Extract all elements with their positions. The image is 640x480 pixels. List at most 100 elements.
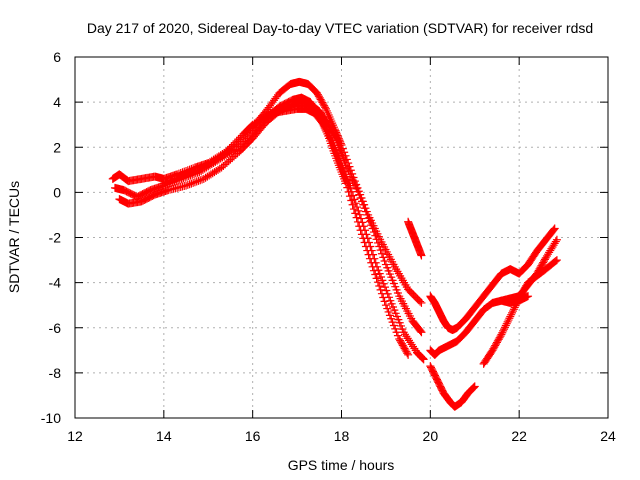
data-point: [377, 272, 386, 281]
data-point: [362, 207, 371, 216]
data-point: [355, 222, 364, 231]
y-tick-label: 2: [53, 139, 61, 155]
data-point: [417, 251, 426, 260]
series-track-8: [426, 362, 479, 411]
data-point: [507, 310, 516, 319]
data-point: [340, 148, 349, 157]
data-point: [326, 115, 335, 124]
y-axis-label: SDTVAR / TECUs: [6, 181, 22, 293]
data-point: [348, 169, 357, 178]
data-point: [402, 332, 411, 341]
data-point: [186, 169, 195, 178]
data-point: [382, 286, 391, 295]
data-point: [193, 166, 202, 175]
data-point: [196, 176, 205, 185]
x-tick-label: 16: [245, 428, 261, 444]
data-point: [405, 336, 414, 345]
data-point: [369, 266, 378, 275]
data-point: [346, 166, 355, 175]
data-point: [363, 246, 372, 255]
data-point: [165, 177, 174, 186]
data-point: [329, 121, 338, 130]
y-tick-label: -6: [49, 320, 62, 336]
data-point: [371, 270, 380, 279]
data-point: [354, 187, 363, 196]
data-point: [375, 269, 384, 278]
data-point: [552, 235, 561, 244]
data-point: [410, 344, 419, 353]
data-point: [177, 172, 186, 181]
x-tick-label: 18: [334, 428, 350, 444]
data-point: [321, 104, 330, 113]
data-point: [470, 382, 479, 391]
data-point: [159, 179, 168, 188]
data-point: [183, 180, 192, 189]
data-point: [344, 159, 353, 168]
y-tick-label: -4: [49, 275, 62, 291]
data-point: [508, 307, 517, 316]
data-point: [380, 256, 389, 265]
data-point: [496, 332, 505, 341]
x-tick-label: 22: [511, 428, 527, 444]
data-point: [322, 127, 331, 136]
data-point: [353, 217, 362, 226]
data-point: [379, 279, 388, 288]
y-tick-label: -2: [49, 230, 62, 246]
data-point: [389, 321, 398, 330]
data-point: [337, 140, 346, 149]
data-point: [343, 183, 352, 192]
data-point: [189, 178, 198, 187]
x-tick-label: 24: [600, 428, 616, 444]
data-point: [540, 255, 549, 264]
data-point: [361, 242, 370, 251]
data-point: [350, 177, 359, 186]
data-point: [245, 126, 254, 135]
data-point: [243, 128, 252, 137]
y-tick-label: 4: [53, 94, 61, 110]
data-point: [417, 328, 426, 337]
data-point: [501, 321, 510, 330]
grid: [75, 57, 608, 418]
data-points: [108, 77, 561, 411]
data-point: [391, 324, 400, 333]
data-point: [419, 354, 428, 363]
data-point: [508, 308, 517, 317]
data-point: [234, 137, 243, 146]
data-point: [367, 258, 376, 267]
data-point: [417, 353, 426, 362]
data-point: [341, 179, 350, 188]
data-point: [198, 175, 207, 184]
series-track-10: [497, 292, 533, 307]
data-point: [170, 175, 179, 184]
data-point: [241, 130, 250, 139]
data-point: [322, 106, 331, 115]
data-point: [418, 353, 427, 362]
data-point: [341, 151, 350, 160]
data-point: [406, 338, 415, 347]
data-point: [551, 256, 560, 265]
data-point: [378, 276, 387, 285]
data-point: [188, 168, 197, 177]
data-point: [352, 213, 361, 222]
data-point: [506, 312, 515, 321]
data-point: [502, 319, 511, 328]
data-point: [181, 171, 190, 180]
data-point: [468, 384, 477, 393]
x-axis-label: GPS time / hours: [288, 457, 395, 473]
data-point: [349, 173, 358, 182]
data-point: [230, 140, 239, 149]
data-point: [327, 117, 336, 126]
data-point: [500, 323, 509, 332]
data-point: [401, 330, 410, 339]
data-point: [375, 282, 384, 291]
x-tick-label: 12: [67, 428, 83, 444]
data-point: [358, 197, 367, 206]
data-point: [550, 224, 559, 233]
data-point: [470, 383, 479, 392]
data-point: [385, 311, 394, 320]
data-point: [381, 283, 390, 292]
data-point: [379, 293, 388, 302]
data-point: [373, 278, 382, 287]
data-point: [500, 325, 509, 334]
